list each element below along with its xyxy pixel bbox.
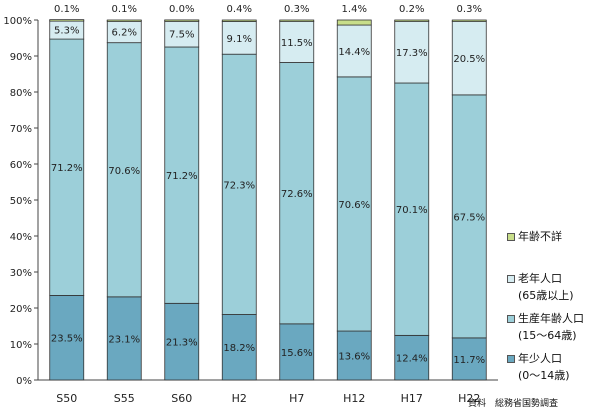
y-tick-label: 80% — [10, 88, 32, 99]
data-label: 70.6% — [338, 200, 370, 211]
bar-segment — [336, 24, 372, 78]
legend-sublabel: (0～14歳) — [518, 369, 570, 382]
data-label: 6.2% — [112, 28, 137, 39]
bar-segment — [164, 19, 200, 48]
bar-segment — [221, 21, 257, 55]
x-tick-label: S50 — [56, 392, 77, 405]
y-tick-label: 0% — [16, 376, 32, 387]
data-label: 72.6% — [281, 189, 313, 200]
data-label-unknown: 0.1% — [112, 4, 137, 15]
bar-segment — [279, 323, 315, 381]
legend-sublabel: (15～64歳) — [518, 329, 577, 342]
data-label-unknown: 1.4% — [342, 4, 367, 15]
data-label: 71.2% — [166, 171, 198, 182]
y-tick-label: 40% — [10, 232, 32, 243]
y-tick-label: 20% — [10, 304, 32, 315]
bar-segment — [164, 46, 200, 304]
data-label: 72.3% — [223, 180, 255, 191]
legend-label: 生産年齢人口 — [518, 312, 584, 325]
data-label-unknown: 0.3% — [284, 4, 309, 15]
bar-segment — [49, 38, 85, 296]
bar-segment — [164, 302, 200, 381]
data-label: 71.2% — [51, 163, 83, 174]
data-label: 9.1% — [227, 34, 252, 45]
bar-segment — [221, 314, 257, 381]
x-tick-label: H2 — [232, 392, 247, 405]
legend-swatch — [507, 233, 515, 241]
bar-segment — [451, 337, 487, 381]
x-tick-label: S60 — [171, 392, 192, 405]
data-label-unknown: 0.4% — [227, 4, 252, 15]
bar-segment — [49, 19, 85, 22]
data-label: 18.2% — [223, 343, 255, 354]
data-label: 15.6% — [281, 348, 313, 359]
legend-swatch — [507, 315, 515, 323]
bar-segment — [49, 294, 85, 381]
y-tick-label: 100% — [3, 16, 32, 27]
y-tick-label: 30% — [10, 268, 32, 279]
bar-segment — [106, 19, 142, 22]
bar-segment — [394, 20, 430, 84]
data-label: 7.5% — [169, 30, 194, 41]
data-label: 67.5% — [453, 212, 485, 223]
bar-segment — [106, 296, 142, 381]
data-label: 12.4% — [396, 354, 428, 365]
y-tick-label: 10% — [10, 340, 32, 351]
data-label: 21.3% — [166, 338, 198, 349]
bar-segment — [279, 20, 315, 63]
x-tick-label: H22 — [458, 392, 480, 405]
data-label-unknown: 0.1% — [54, 4, 79, 15]
bar-segment — [451, 19, 487, 22]
data-label: 70.1% — [396, 205, 428, 216]
legend-swatch — [507, 355, 515, 363]
y-tick-label: 90% — [10, 52, 32, 63]
legend-swatch — [507, 275, 515, 283]
bar-segment — [221, 19, 257, 22]
source-note: 資料 総務省国勢調査 — [468, 399, 559, 409]
bar-segment — [394, 334, 430, 381]
bar-segment — [164, 19, 200, 22]
data-label: 17.3% — [396, 48, 428, 59]
legend-label: 老年人口 — [518, 272, 562, 285]
bar-segment — [279, 62, 315, 325]
data-label: 13.6% — [338, 352, 370, 363]
data-label: 14.4% — [338, 47, 370, 58]
x-tick-label: H12 — [343, 392, 365, 405]
data-label: 23.5% — [51, 334, 83, 345]
x-tick-label: S55 — [114, 392, 135, 405]
data-label: 5.3% — [54, 26, 79, 37]
bar-segment — [451, 20, 487, 96]
legend-label: 年少人口 — [518, 352, 562, 365]
data-label-unknown: 0.0% — [169, 4, 194, 15]
bar-segment — [394, 82, 430, 336]
bar-segment — [336, 330, 372, 381]
bar-segment — [221, 53, 257, 315]
bar-segment — [336, 19, 372, 26]
bar-segment — [106, 42, 142, 298]
data-label: 11.5% — [281, 38, 313, 49]
data-label: 11.7% — [453, 355, 485, 366]
data-label: 70.6% — [108, 166, 140, 177]
legend-label: 年齢不詳 — [518, 230, 562, 243]
data-label: 23.1% — [108, 334, 140, 345]
y-tick-label: 70% — [10, 124, 32, 135]
x-tick-label: H17 — [401, 392, 423, 405]
y-tick-label: 60% — [10, 160, 32, 171]
data-label: 20.5% — [453, 54, 485, 65]
legend-sublabel: (65歳以上) — [518, 289, 574, 302]
bar-segment — [394, 19, 430, 22]
x-tick-label: H7 — [289, 392, 304, 405]
data-label-unknown: 0.3% — [457, 4, 482, 15]
bar-segment — [279, 19, 315, 22]
data-label-unknown: 0.2% — [399, 4, 424, 15]
y-tick-label: 50% — [10, 196, 32, 207]
